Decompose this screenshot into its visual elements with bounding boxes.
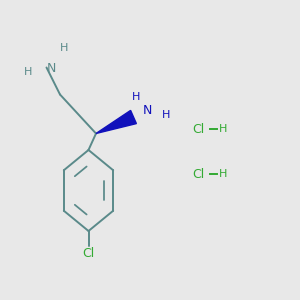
Text: Cl: Cl (192, 167, 204, 181)
Text: H: H (24, 67, 33, 77)
Text: H: H (219, 169, 227, 179)
Text: H: H (60, 43, 69, 53)
Text: Cl: Cl (82, 247, 94, 260)
Text: N: N (142, 104, 152, 118)
Text: H: H (132, 92, 141, 103)
Text: Cl: Cl (192, 122, 204, 136)
Text: H: H (219, 124, 227, 134)
Polygon shape (96, 110, 136, 134)
Text: N: N (46, 62, 56, 76)
Text: H: H (162, 110, 171, 121)
